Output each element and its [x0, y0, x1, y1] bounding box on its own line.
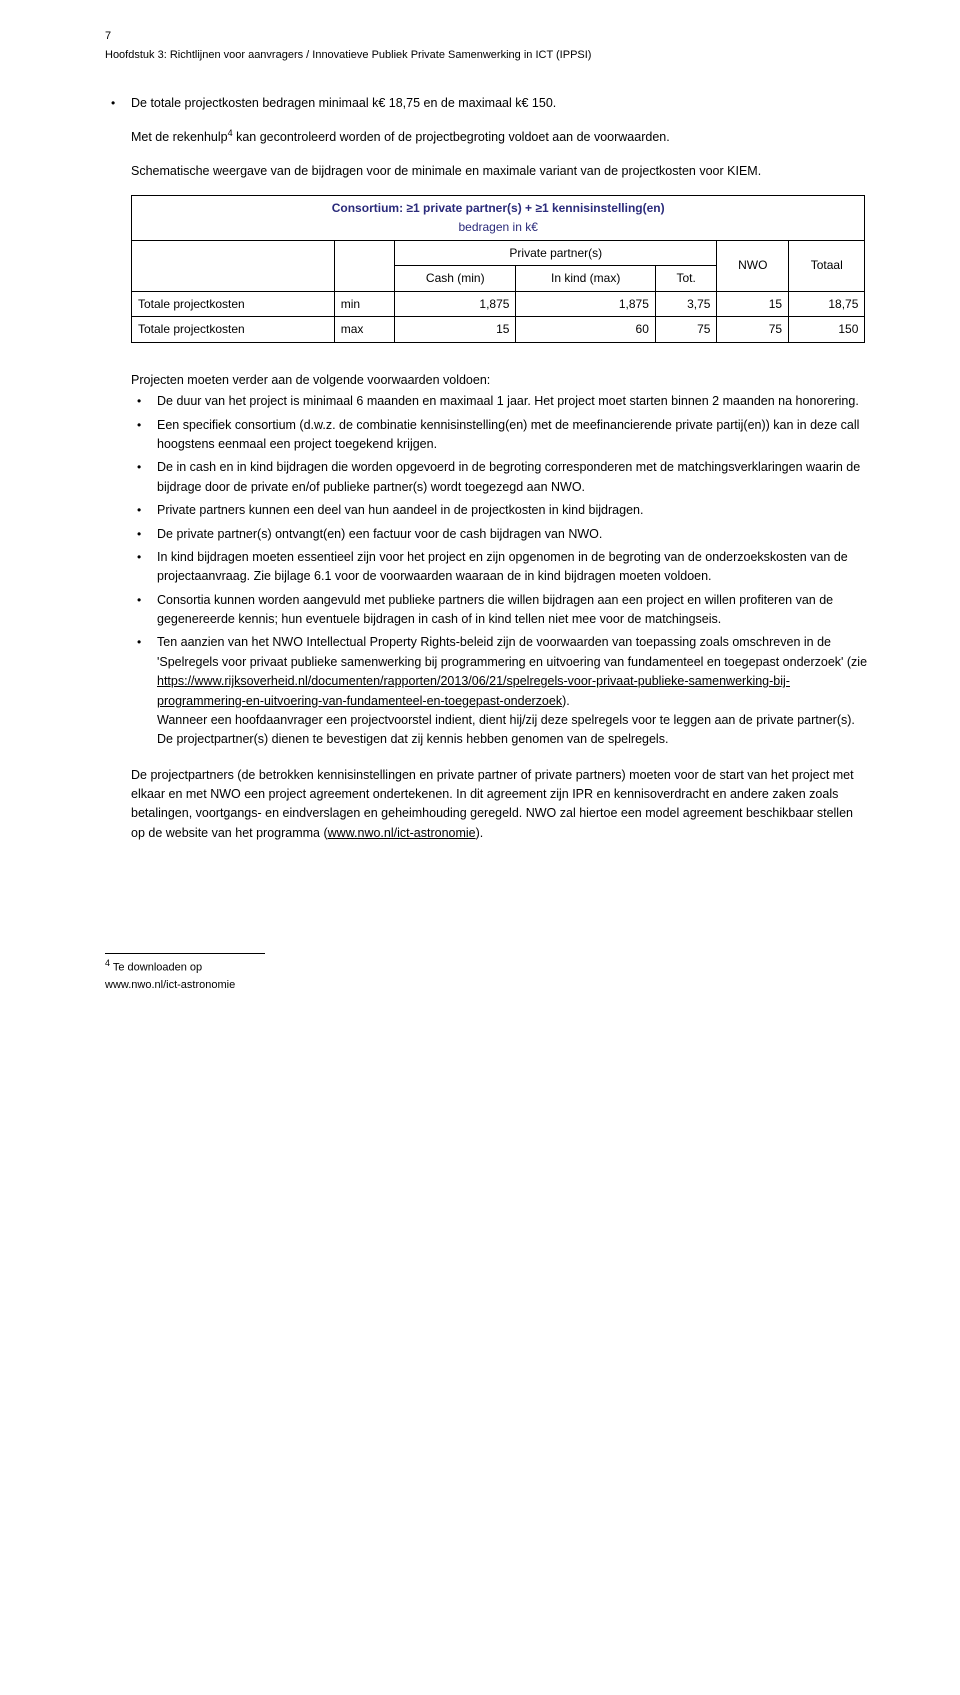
schematic-paragraph: Schematische weergave van de bijdragen v…: [105, 162, 870, 181]
table-subtitle: bedragen in k€: [458, 220, 537, 234]
list-item: De private partner(s) ontvangt(en) een f…: [131, 525, 870, 544]
bullet-total-cost: De totale projectkosten bedragen minimaa…: [105, 94, 870, 113]
col-nwo: NWO: [717, 240, 789, 291]
consortium-table: Consortium: ≥1 private partner(s) + ≥1 k…: [131, 195, 865, 343]
list-item: In kind bijdragen moeten essentieel zijn…: [131, 548, 870, 587]
top-bullets: De totale projectkosten bedragen minimaa…: [105, 94, 870, 113]
list-item: Een specifiek consortium (d.w.z. de comb…: [131, 416, 870, 455]
ipr-text-post: ).: [562, 694, 570, 708]
intro-paragraph: Met de rekenhulp4 kan gecontroleerd word…: [105, 127, 870, 148]
cell-nwo: 75: [717, 317, 789, 343]
subcol-tot: Tot.: [655, 266, 717, 292]
list-item: Consortia kunnen worden aangevuld met pu…: [131, 591, 870, 630]
page-number: 7: [105, 28, 870, 45]
closing-text-post: ).: [476, 826, 484, 840]
table-empty-b: [334, 240, 394, 291]
subcol-cash: Cash (min): [395, 266, 516, 292]
cell-cash: 1,875: [395, 291, 516, 317]
ipr-para2: Wanneer een hoofdaanvrager een projectvo…: [157, 713, 855, 746]
cell-total: 150: [789, 317, 865, 343]
table-title-text: Consortium: ≥1 private partner(s) + ≥1 k…: [332, 201, 665, 215]
ipr-text-pre: Ten aanzien van het NWO Intellectual Pro…: [157, 635, 867, 668]
ipr-link[interactable]: https://www.rijksoverheid.nl/documenten/…: [157, 674, 790, 707]
table-empty-a: [132, 240, 335, 291]
cell-nwo: 15: [717, 291, 789, 317]
col-private-partners: Private partner(s): [395, 240, 717, 266]
closing-paragraph: De projectpartners (de betrokken kennisi…: [105, 766, 870, 844]
cell-tag: max: [334, 317, 394, 343]
cell-tot: 75: [655, 317, 717, 343]
col-total: Totaal: [789, 240, 865, 291]
table-row-min: Totale projectkosten min 1,875 1,875 3,7…: [132, 291, 865, 317]
cell-label: Totale projectkosten: [132, 317, 335, 343]
table-title: Consortium: ≥1 private partner(s) + ≥1 k…: [132, 196, 865, 240]
footnote-text: Te downloaden op www.nwo.nl/ict-astronom…: [105, 962, 235, 991]
intro-text-a: Met de rekenhulp: [131, 131, 228, 145]
cell-tag: min: [334, 291, 394, 317]
projects-intro: Projecten moeten verder aan de volgende …: [105, 371, 870, 390]
cell-inkind: 1,875: [516, 291, 655, 317]
closing-text-pre: De projectpartners (de betrokken kennisi…: [131, 768, 854, 840]
list-item-ipr: Ten aanzien van het NWO Intellectual Pro…: [131, 633, 870, 749]
cell-inkind: 60: [516, 317, 655, 343]
running-header: Hoofdstuk 3: Richtlijnen voor aanvragers…: [105, 47, 870, 64]
list-item: De duur van het project is minimaal 6 ma…: [131, 392, 870, 411]
cell-cash: 15: [395, 317, 516, 343]
list-item: De in cash en in kind bijdragen die word…: [131, 458, 870, 497]
cell-tot: 3,75: [655, 291, 717, 317]
intro-text-b: kan gecontroleerd worden of de projectbe…: [233, 131, 670, 145]
subcol-inkind: In kind (max): [516, 266, 655, 292]
cell-total: 18,75: [789, 291, 865, 317]
conditions-list: De duur van het project is minimaal 6 ma…: [105, 392, 870, 749]
cell-label: Totale projectkosten: [132, 291, 335, 317]
table-row-max: Totale projectkosten max 15 60 75 75 150: [132, 317, 865, 343]
footnote: 4 Te downloaden op www.nwo.nl/ict-astron…: [105, 953, 265, 994]
closing-link[interactable]: www.nwo.nl/ict-astronomie: [328, 826, 476, 840]
list-item: Private partners kunnen een deel van hun…: [131, 501, 870, 520]
